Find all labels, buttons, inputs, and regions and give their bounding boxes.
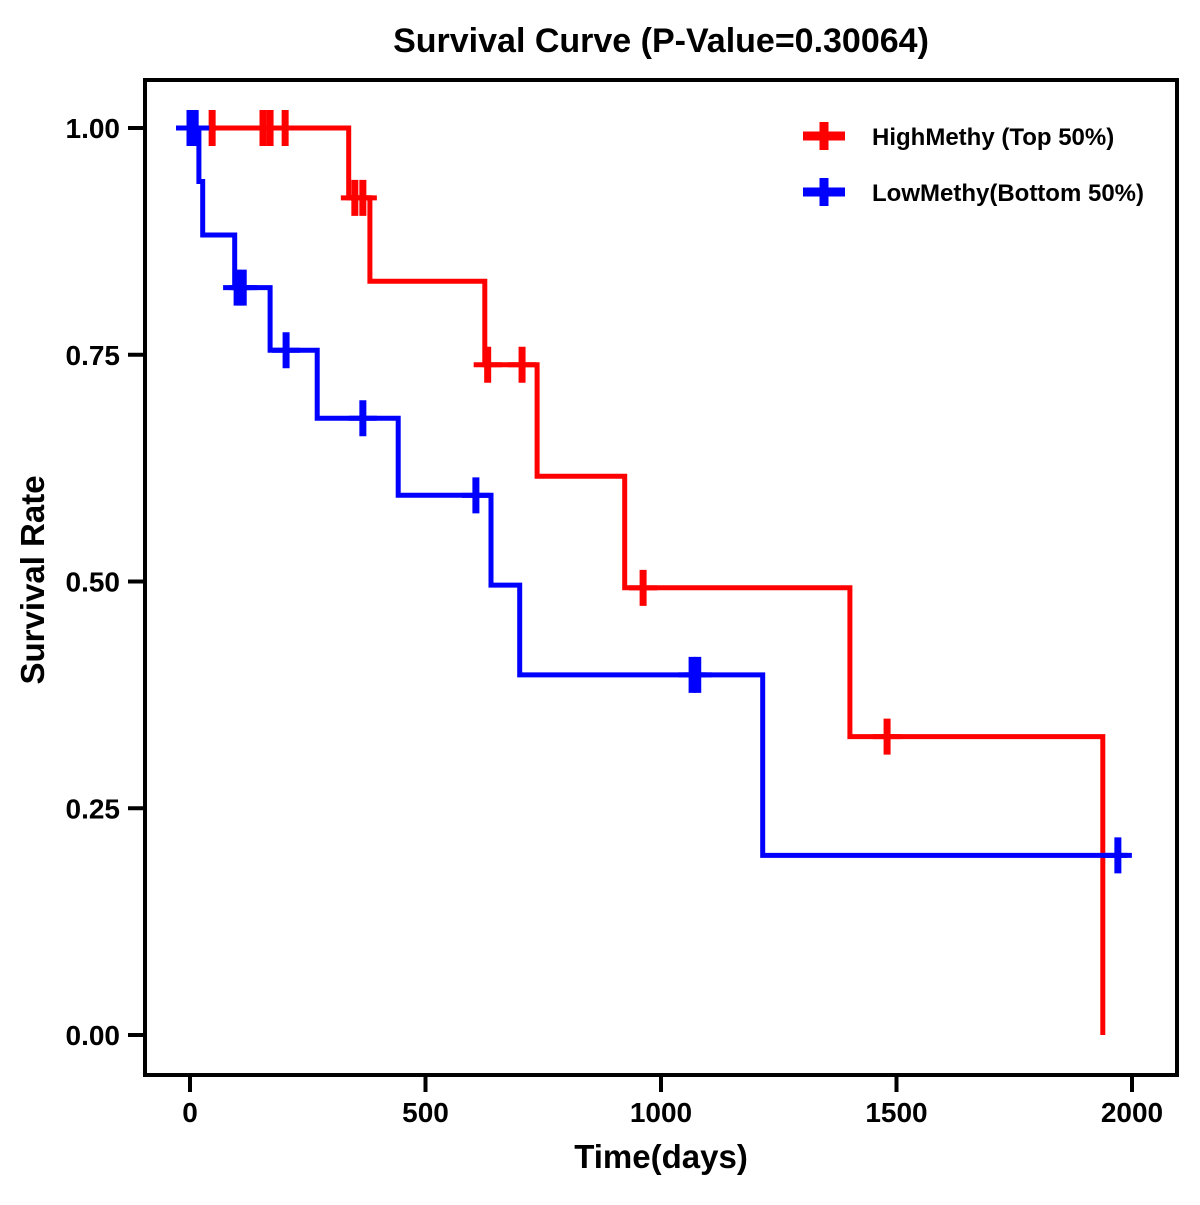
series-lowmethy: [176, 110, 1132, 874]
x-tick-label: 1000: [630, 1097, 692, 1128]
chart-title: Survival Curve (P-Value=0.30064): [393, 22, 929, 60]
y-tick-label: 0.25: [66, 793, 121, 824]
x-axis-label: Time(days): [574, 1138, 748, 1175]
legend-item: LowMethy(Bottom 50%): [803, 178, 1144, 207]
y-tick-label: 0.00: [66, 1020, 121, 1051]
x-tick-label: 2000: [1101, 1097, 1163, 1128]
plot-area: 0 500 1000 1500 2000 0.00 0.25 0.50 0.75 1.00: [66, 78, 1179, 1128]
legend-item: HighMethy (Top 50%): [803, 122, 1114, 151]
legend: HighMethy (Top 50%) LowMethy(Bottom 50%): [803, 122, 1144, 207]
y-tick-label: 0.75: [66, 340, 121, 371]
legend-label: HighMethy (Top 50%): [872, 124, 1114, 151]
y-tick-label: 1.00: [66, 113, 121, 144]
x-tick-label: 1500: [865, 1097, 927, 1128]
series-highmethy: [176, 110, 1106, 1035]
plot-border: [143, 78, 1179, 1077]
x-tick-label: 500: [402, 1097, 449, 1128]
legend-label: LowMethy(Bottom 50%): [872, 180, 1144, 207]
y-tick-label: 0.50: [66, 567, 121, 598]
y-axis-label: Survival Rate: [14, 475, 51, 684]
survival-step-curve: [190, 125, 1128, 858]
x-tick-label: 0: [182, 1097, 198, 1128]
